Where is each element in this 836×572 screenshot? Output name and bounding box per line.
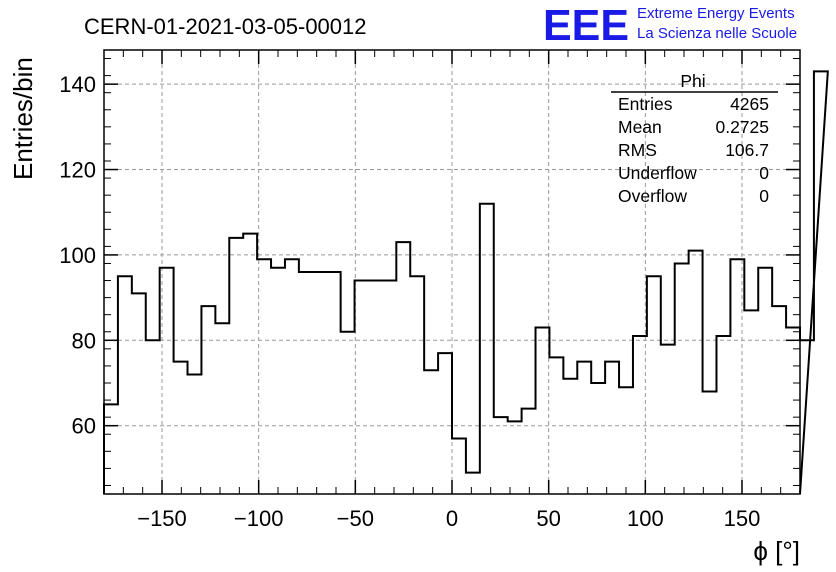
y-tick-label: 120 bbox=[59, 158, 96, 183]
x-tick-label: −150 bbox=[137, 506, 187, 531]
stats-row-label: RMS bbox=[618, 140, 657, 160]
logo-line-2: La Scienza nelle Scuole bbox=[637, 25, 797, 42]
stats-box-title: Phi bbox=[680, 71, 705, 91]
x-tick-label: −100 bbox=[234, 506, 284, 531]
y-tick-label: 100 bbox=[59, 243, 96, 268]
grid-lines bbox=[104, 50, 800, 494]
logo-line-1: Extreme Energy Events bbox=[637, 5, 795, 22]
stats-row-label: Underflow bbox=[618, 163, 697, 183]
stats-row-label: Overflow bbox=[618, 186, 687, 206]
x-tick-labels: −150 −100 −50 0 50 100 150 bbox=[137, 506, 760, 531]
major-ticks bbox=[104, 50, 800, 494]
histogram-outline bbox=[103, 70, 829, 495]
stats-row-value: 0 bbox=[759, 186, 769, 206]
x-tick-label: 0 bbox=[446, 506, 458, 531]
x-tick-label: 50 bbox=[536, 506, 560, 531]
eee-logo: EEE Extreme Energy Events La Scienza nel… bbox=[543, 1, 797, 50]
y-tick-label: 140 bbox=[59, 72, 96, 97]
stats-rows: Entries 4265 Mean 0.2725 RMS 106.7 Underflow 0 O… bbox=[618, 94, 769, 206]
stats-box: Phi Entries 4265 Mean 0.2725 RMS 106.7 Underfl… bbox=[611, 71, 778, 206]
y-tick-label: 60 bbox=[72, 414, 96, 439]
minor-ticks bbox=[104, 50, 800, 494]
stats-row-value: 4265 bbox=[730, 94, 769, 114]
y-tick-labels: 60 80 100 120 140 bbox=[59, 72, 96, 439]
x-tick-label: 100 bbox=[627, 506, 664, 531]
x-axis-label: ϕ [°] bbox=[753, 536, 800, 566]
x-tick-label: 150 bbox=[724, 506, 761, 531]
stats-row-label: Mean bbox=[618, 117, 662, 137]
y-tick-label: 80 bbox=[72, 328, 96, 353]
chart-title: CERN-01-2021-03-05-00012 bbox=[84, 14, 367, 39]
x-tick-label: −50 bbox=[337, 506, 374, 531]
stats-row-value: 0 bbox=[759, 163, 769, 183]
stats-row-label: Entries bbox=[618, 94, 673, 114]
stats-row-value: 0.2725 bbox=[715, 117, 769, 137]
logo-mark: EEE bbox=[543, 1, 629, 50]
stats-row-value: 106.7 bbox=[725, 140, 769, 160]
y-axis-label: Entries/bin bbox=[8, 57, 38, 180]
